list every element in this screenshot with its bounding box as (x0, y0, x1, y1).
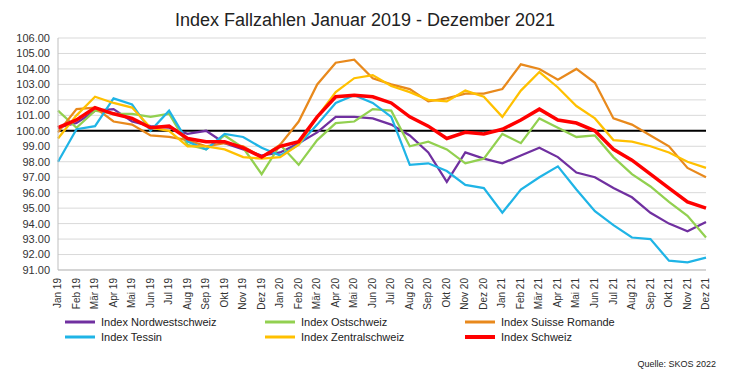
svg-text:Okt 19: Okt 19 (219, 278, 230, 308)
html-text:Index Tessin: Index Tessin (101, 331, 162, 343)
svg-text:Jan 21: Jan 21 (496, 278, 507, 308)
svg-text:104.00: 104.00 (16, 63, 50, 75)
svg-text:Sep 20: Sep 20 (422, 278, 433, 310)
svg-text:Sep 21: Sep 21 (645, 278, 656, 310)
svg-text:100.00: 100.00 (16, 125, 50, 137)
svg-text:Nov 21: Nov 21 (682, 278, 693, 310)
svg-text:99.00: 99.00 (22, 140, 50, 152)
svg-text:Feb 20: Feb 20 (293, 278, 304, 310)
svg-text:Jun 21: Jun 21 (589, 278, 600, 308)
svg-text:Mai 20: Mai 20 (348, 278, 359, 308)
svg-text:101.00: 101.00 (16, 109, 50, 121)
svg-text:Jul 20: Jul 20 (385, 278, 396, 305)
svg-text:106.00: 106.00 (16, 32, 50, 44)
svg-text:97.00: 97.00 (22, 171, 50, 183)
svg-text:94.00: 94.00 (22, 218, 50, 230)
svg-text:Okt 21: Okt 21 (663, 278, 674, 308)
svg-text:Okt 20: Okt 20 (441, 278, 452, 308)
html-text:Index Fallzahlen Januar 2019 -: Index Fallzahlen Januar 2019 - Dezember … (174, 10, 556, 30)
html-text:Index Suisse Romande: Index Suisse Romande (501, 316, 615, 328)
svg-text:Sep 19: Sep 19 (200, 278, 211, 310)
svg-text:Jan 19: Jan 19 (52, 278, 63, 308)
html-text:Index Zentralschweiz: Index Zentralschweiz (301, 331, 405, 343)
svg-text:Mär 21: Mär 21 (533, 278, 544, 310)
svg-text:Nov 20: Nov 20 (459, 278, 470, 310)
svg-text:103.00: 103.00 (16, 78, 50, 90)
svg-text:91.00: 91.00 (22, 264, 50, 276)
svg-text:Mär 20: Mär 20 (311, 278, 322, 310)
svg-text:98.00: 98.00 (22, 156, 50, 168)
svg-text:Jul 21: Jul 21 (608, 278, 619, 305)
svg-text:Mär 19: Mär 19 (89, 278, 100, 310)
html-text:Index Ostschweiz: Index Ostschweiz (301, 316, 388, 328)
svg-text:Feb 21: Feb 21 (515, 278, 526, 310)
svg-text:Jan 20: Jan 20 (274, 278, 285, 308)
svg-text:Feb 19: Feb 19 (71, 278, 82, 310)
svg-text:Jul 19: Jul 19 (163, 278, 174, 305)
svg-text:Aug 19: Aug 19 (182, 278, 193, 310)
svg-text:Dez 21: Dez 21 (700, 278, 711, 310)
svg-text:Nov 19: Nov 19 (237, 278, 248, 310)
html-text:Index Nordwestschweiz: Index Nordwestschweiz (101, 316, 217, 328)
svg-text:Mai 21: Mai 21 (571, 278, 582, 308)
svg-text:Jun 19: Jun 19 (145, 278, 156, 308)
svg-text:Dez 19: Dez 19 (256, 278, 267, 310)
svg-text:Apr 19: Apr 19 (108, 278, 119, 308)
svg-text:92.00: 92.00 (22, 248, 50, 260)
svg-text:93.00: 93.00 (22, 233, 50, 245)
svg-text:96.00: 96.00 (22, 187, 50, 199)
svg-text:Apr 21: Apr 21 (552, 278, 563, 308)
svg-text:Aug 20: Aug 20 (404, 278, 415, 310)
svg-text:105.00: 105.00 (16, 47, 50, 59)
svg-text:102.00: 102.00 (16, 94, 50, 106)
html-text:Index Schweiz: Index Schweiz (501, 331, 572, 343)
svg-text:Aug 21: Aug 21 (626, 278, 637, 310)
svg-text:Apr 20: Apr 20 (330, 278, 341, 308)
html-text:Quelle: SKOS 2022: Quelle: SKOS 2022 (637, 359, 716, 369)
svg-text:Jun 20: Jun 20 (367, 278, 378, 308)
svg-text:Mai 19: Mai 19 (126, 278, 137, 308)
svg-text:95.00: 95.00 (22, 202, 50, 214)
svg-text:Dez 20: Dez 20 (478, 278, 489, 310)
